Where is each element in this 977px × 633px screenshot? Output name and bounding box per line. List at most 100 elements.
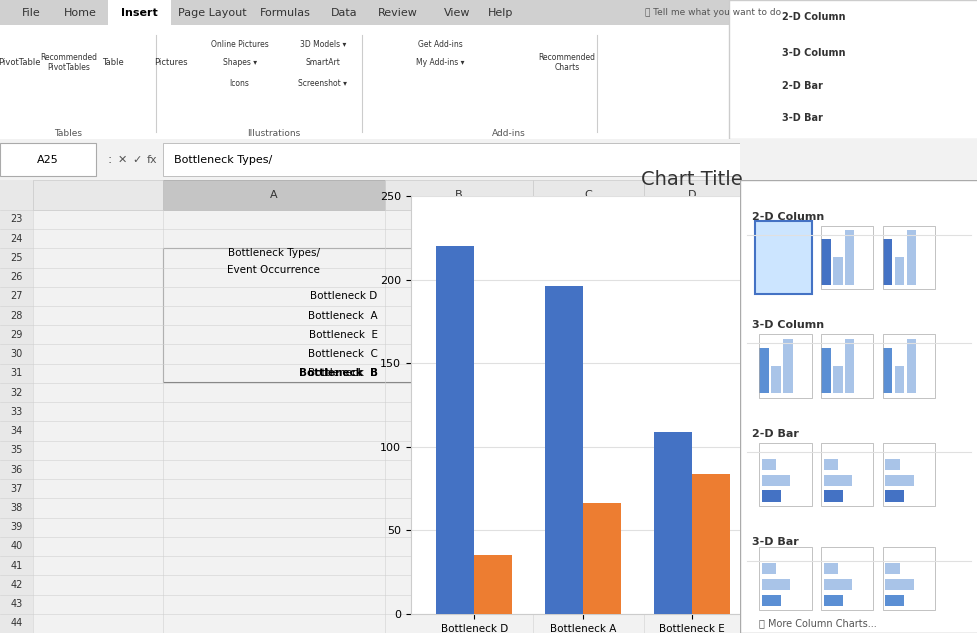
Text: Bottleneck  A: Bottleneck A <box>308 311 377 321</box>
Bar <box>882 443 934 506</box>
Text: 24: 24 <box>11 234 22 244</box>
Bar <box>821 443 872 506</box>
Text: Get Add-ins: Get Add-ins <box>417 40 462 49</box>
Text: 2-D Column: 2-D Column <box>751 211 824 222</box>
Bar <box>844 230 854 284</box>
Text: 109: 109 <box>505 330 525 340</box>
Bar <box>436 246 474 614</box>
Text: SmartArt: SmartArt <box>305 58 340 67</box>
Bar <box>832 366 841 393</box>
Bar <box>882 348 892 393</box>
Text: 66.45%: 66.45% <box>596 311 636 321</box>
Text: 83.87%: 83.87% <box>596 330 636 340</box>
Text: 626: 626 <box>503 387 525 398</box>
Text: 3-D Bar: 3-D Bar <box>782 113 823 123</box>
Text: 35: 35 <box>11 445 22 455</box>
Bar <box>823 594 841 606</box>
Text: Formulas: Formulas <box>260 8 311 18</box>
Text: 3-D Column: 3-D Column <box>751 320 824 330</box>
Text: 3-D Column: 3-D Column <box>782 48 845 58</box>
Bar <box>762 496 800 614</box>
Text: 3D Models ▾: 3D Models ▾ <box>299 40 346 49</box>
Bar <box>821 348 829 393</box>
Text: D: D <box>687 191 696 200</box>
Bar <box>761 563 775 574</box>
Text: 40: 40 <box>11 541 22 551</box>
Text: A: A <box>270 191 277 200</box>
Text: Number of: Number of <box>431 248 487 258</box>
Text: 34: 34 <box>11 426 22 436</box>
Bar <box>0 180 740 210</box>
Text: Tables: Tables <box>55 129 82 138</box>
Text: 39: 39 <box>11 522 22 532</box>
Bar <box>163 180 385 210</box>
Text: 43: 43 <box>11 599 22 609</box>
Bar <box>906 230 915 284</box>
Bar <box>882 547 934 610</box>
Bar <box>894 258 904 284</box>
Bar <box>821 226 872 289</box>
Bar <box>906 339 915 393</box>
Text: Event Occurrence: Event Occurrence <box>228 265 320 275</box>
Text: ✕: ✕ <box>117 155 127 165</box>
Bar <box>163 248 644 382</box>
Bar <box>884 594 904 606</box>
Bar <box>884 475 913 486</box>
Text: Pictures: Pictures <box>154 58 188 67</box>
Text: Page Layout: Page Layout <box>178 8 246 18</box>
Text: View: View <box>443 8 470 18</box>
Bar <box>771 258 780 284</box>
Bar <box>882 334 934 398</box>
Bar <box>761 475 789 486</box>
Text: 71: 71 <box>512 349 525 359</box>
Text: 2-D Column: 2-D Column <box>782 12 845 22</box>
Text: 26: 26 <box>11 272 22 282</box>
Text: 25: 25 <box>11 253 22 263</box>
Text: 220: 220 <box>505 291 525 301</box>
Text: 32: 32 <box>11 387 22 398</box>
Text: 31: 31 <box>11 368 22 379</box>
Text: Bottleneck  C: Bottleneck C <box>308 349 377 359</box>
Text: Bottleneck  B: Bottleneck B <box>298 368 377 379</box>
Text: Data: Data <box>330 8 358 18</box>
Text: B: B <box>454 191 462 200</box>
Text: 33: 33 <box>11 407 22 417</box>
Text: 23: 23 <box>11 215 22 225</box>
Bar <box>823 579 851 590</box>
Bar <box>0 0 977 25</box>
Bar <box>0 143 96 176</box>
Bar <box>823 491 841 502</box>
Bar <box>163 143 740 176</box>
Text: 2-D Bar: 2-D Bar <box>751 429 798 439</box>
Bar <box>832 258 841 284</box>
Bar <box>758 547 811 610</box>
Bar <box>884 459 899 470</box>
Bar <box>884 491 904 502</box>
Text: C: C <box>584 191 592 200</box>
Bar <box>761 491 780 502</box>
Text: Bottleneck Types/: Bottleneck Types/ <box>228 248 319 258</box>
Text: Table: Table <box>102 58 123 67</box>
Text: 30: 30 <box>11 349 22 359</box>
Text: 36: 36 <box>11 465 22 475</box>
Bar <box>844 339 854 393</box>
Bar <box>800 455 838 614</box>
Bar <box>771 366 780 393</box>
Text: My Add-ins ▾: My Add-ins ▾ <box>415 58 464 67</box>
Title: Chart Title: Chart Title <box>640 170 743 189</box>
Bar <box>544 287 582 614</box>
Bar <box>33 180 163 210</box>
Text: A25: A25 <box>37 155 59 165</box>
Bar <box>761 579 789 590</box>
Bar <box>474 555 512 614</box>
Text: 📊 More Column Charts...: 📊 More Column Charts... <box>758 618 876 629</box>
Text: 28: 28 <box>11 311 22 321</box>
Bar <box>894 366 904 393</box>
Text: Bottleneck D: Bottleneck D <box>310 291 377 301</box>
Bar <box>871 564 909 614</box>
Bar <box>385 180 532 210</box>
Bar <box>0 180 33 633</box>
Text: 9: 9 <box>629 349 636 359</box>
Text: :: : <box>107 153 111 166</box>
Bar <box>582 503 620 614</box>
